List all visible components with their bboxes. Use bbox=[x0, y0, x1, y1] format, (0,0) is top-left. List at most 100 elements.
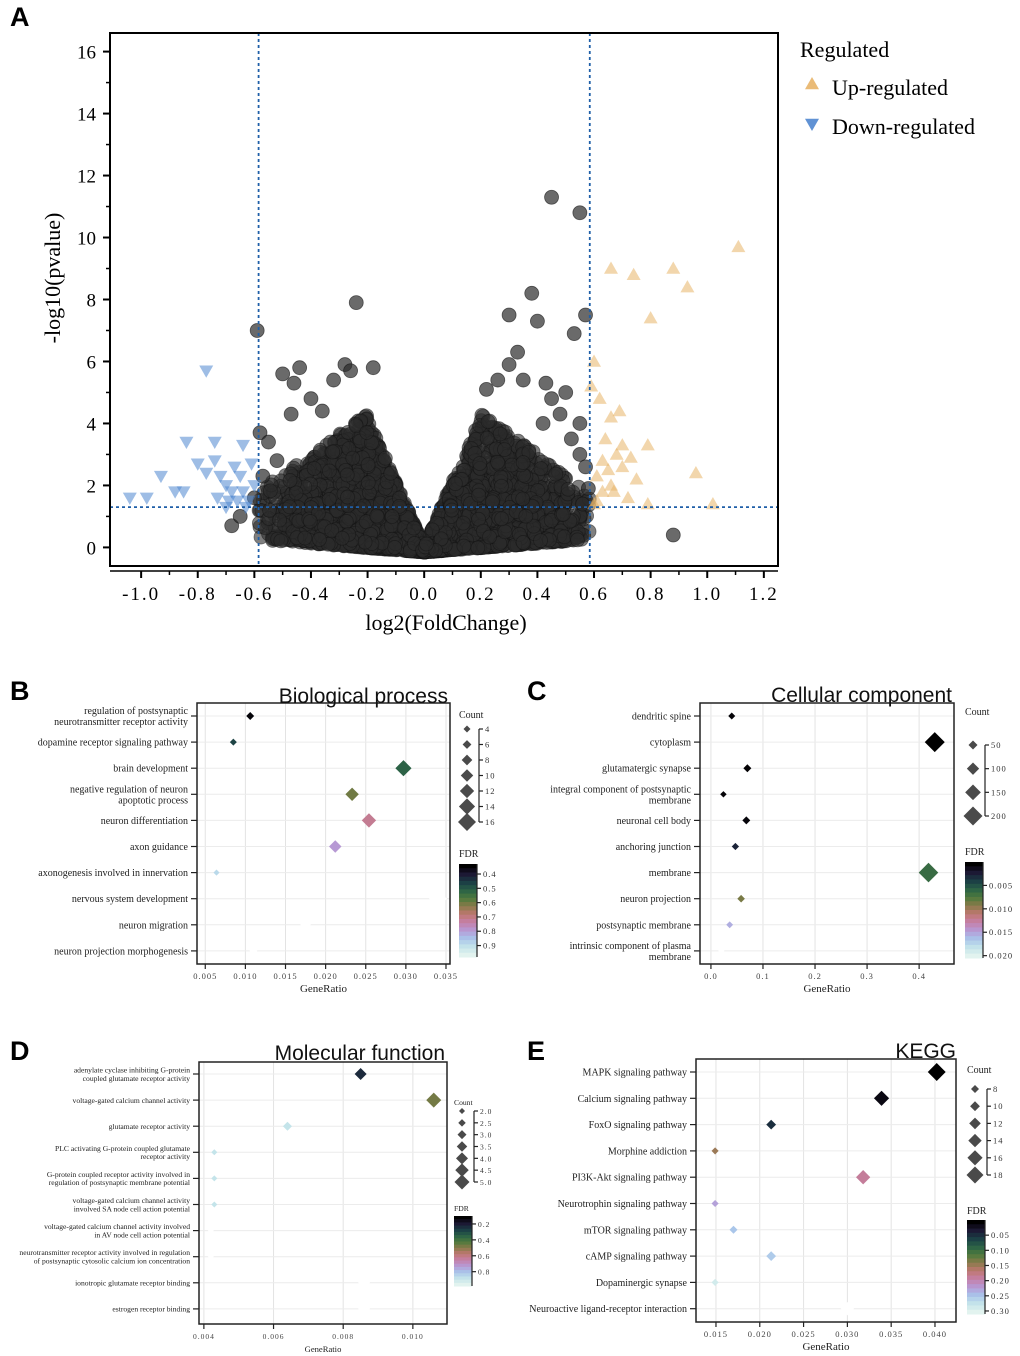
term-label: voltage-gated calcium channel activity in… bbox=[73, 1196, 191, 1213]
fdr-colorbar-band bbox=[967, 1262, 985, 1268]
count-legend-label: 2.0 bbox=[480, 1107, 492, 1116]
term-point-diamond bbox=[840, 1302, 855, 1316]
term-point-diamond bbox=[743, 764, 752, 773]
ns-point bbox=[560, 481, 576, 497]
down-regulated-point bbox=[238, 501, 253, 515]
count-legend-label: 5.0 bbox=[480, 1178, 492, 1187]
count-legend-label: 150 bbox=[991, 787, 1007, 797]
fdr-colorbar-band bbox=[967, 1275, 985, 1281]
count-legend-label: 16 bbox=[993, 1153, 1004, 1163]
fdr-colorbar-label: 0.020 bbox=[989, 951, 1013, 961]
panel-title: Molecular function bbox=[275, 1042, 445, 1065]
fdr-colorbar-band bbox=[454, 1270, 472, 1274]
term-label-line: Morphine addiction bbox=[608, 1146, 687, 1157]
ns-point bbox=[472, 456, 488, 471]
x-tick-label: 0.8 bbox=[636, 584, 666, 605]
down-regulated-point bbox=[153, 470, 168, 484]
fdr-colorbar-band bbox=[965, 927, 983, 933]
x-tick-label: -1.0 bbox=[122, 584, 160, 605]
fdr-colorbar-band bbox=[965, 905, 983, 911]
term-label: nervous system development bbox=[72, 894, 188, 905]
fdr-colorbar-band bbox=[965, 918, 983, 924]
ns-point bbox=[302, 514, 318, 529]
fdr-colorbar-band bbox=[967, 1241, 985, 1247]
term-label: glutamate receptor activity bbox=[109, 1122, 191, 1131]
fdr-colorbar-band bbox=[967, 1228, 985, 1234]
ns-point bbox=[497, 442, 512, 457]
count-legend-title: Count bbox=[967, 1065, 992, 1076]
ns-point bbox=[538, 375, 554, 391]
ns-point bbox=[326, 372, 342, 388]
fdr-colorbar-band bbox=[965, 883, 983, 889]
fdr-colorbar-band bbox=[459, 897, 477, 903]
ns-point bbox=[524, 285, 540, 301]
x-tick-label: -0.6 bbox=[235, 584, 273, 605]
fdr-colorbar-label: 0.9 bbox=[483, 941, 497, 951]
plot-frame bbox=[695, 1058, 957, 1323]
term-point-diamond bbox=[207, 1227, 214, 1234]
count-legend-diamond-icon bbox=[459, 1108, 465, 1114]
legend-down-label: Down-regulated bbox=[832, 114, 975, 139]
x-tick-label: 0.030 bbox=[835, 1329, 859, 1339]
count-legend-diamond-icon bbox=[971, 1085, 979, 1093]
term-label: adenylate cyclase inhibiting G-protein co… bbox=[74, 1065, 190, 1082]
ns-point bbox=[479, 430, 495, 446]
count-legend-diamond-icon bbox=[455, 1163, 469, 1177]
ns-point bbox=[570, 532, 585, 548]
term-label: dendritic spine bbox=[632, 712, 692, 723]
legend-up-triangle-icon bbox=[805, 77, 819, 90]
x-tick-label: 0.030 bbox=[394, 971, 418, 981]
term-label: axon guidance bbox=[130, 842, 189, 853]
fdr-colorbar-band bbox=[967, 1271, 985, 1277]
x-tick-label: 0.010 bbox=[233, 971, 257, 981]
x-tick-label: 0.2 bbox=[466, 584, 496, 605]
panel-letter-d: D bbox=[10, 1036, 30, 1066]
term-label: brain development bbox=[113, 764, 188, 775]
count-legend-diamond-icon bbox=[968, 1133, 982, 1148]
ns-point bbox=[580, 481, 596, 496]
term-label: mTOR signaling pathway bbox=[584, 1225, 687, 1236]
term-point-diamond bbox=[249, 946, 258, 955]
term-label: regulation of postsynaptic neurotransmitt… bbox=[54, 706, 188, 728]
term-label-line: regulation of postsynaptic bbox=[84, 706, 188, 717]
ns-point bbox=[297, 530, 313, 546]
ns-point bbox=[497, 524, 513, 540]
count-legend-diamond-icon bbox=[966, 762, 980, 775]
fdr-colorbar-band bbox=[459, 872, 477, 878]
ns-point bbox=[447, 476, 463, 491]
term-label: Calcium signaling pathway bbox=[578, 1094, 687, 1105]
count-legend-diamond-icon bbox=[968, 740, 978, 750]
x-tick-label: 0.0 bbox=[704, 971, 718, 981]
fdr-colorbar-band bbox=[967, 1249, 985, 1255]
panel-letter-a: A bbox=[10, 2, 30, 32]
term-label: FoxO signaling pathway bbox=[589, 1120, 687, 1131]
term-label: neuron projection bbox=[620, 894, 691, 905]
term-point-diamond bbox=[731, 842, 740, 851]
ns-point bbox=[384, 509, 400, 524]
term-label: cAMP signaling pathway bbox=[586, 1252, 687, 1263]
term-label-line: Calcium signaling pathway bbox=[578, 1094, 687, 1105]
fdr-legend-title: FDR bbox=[967, 1206, 987, 1217]
ns-point bbox=[252, 425, 268, 441]
ns-point bbox=[261, 434, 276, 450]
term-label-line: axon guidance bbox=[130, 842, 189, 853]
term-label: neurotransmitter receptor activity invol… bbox=[19, 1248, 190, 1265]
up-regulated-point bbox=[623, 450, 638, 463]
ns-point bbox=[262, 483, 278, 499]
ns-point bbox=[544, 391, 559, 407]
term-point-diamond bbox=[354, 1068, 367, 1080]
fdr-colorbar-band bbox=[454, 1260, 472, 1265]
term-label-line: glutamatergic synapse bbox=[602, 764, 692, 775]
fdr-colorbar-band bbox=[459, 902, 477, 907]
fdr-colorbar-band bbox=[967, 1305, 985, 1311]
ns-point bbox=[490, 372, 506, 388]
count-legend-label: 200 bbox=[991, 811, 1007, 821]
fdr-colorbar-band bbox=[459, 893, 477, 899]
ns-point bbox=[387, 540, 403, 555]
fdr-colorbar-band bbox=[454, 1238, 472, 1242]
term-point-diamond bbox=[855, 1170, 871, 1185]
term-point-diamond bbox=[345, 787, 359, 802]
count-legend-diamond-icon bbox=[458, 813, 476, 831]
count-legend-label: 10 bbox=[485, 771, 496, 781]
